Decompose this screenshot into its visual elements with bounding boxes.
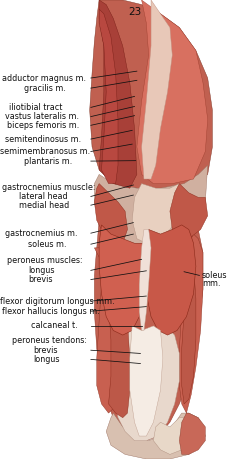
Polygon shape xyxy=(130,326,163,436)
Text: brevis: brevis xyxy=(33,346,58,355)
Polygon shape xyxy=(132,184,184,243)
Text: semimembranosus m.: semimembranosus m. xyxy=(0,147,90,156)
Polygon shape xyxy=(182,248,196,404)
Text: semitendinosus m.: semitendinosus m. xyxy=(5,134,81,144)
Text: medial head: medial head xyxy=(19,201,69,210)
Polygon shape xyxy=(146,225,196,335)
Text: flexor digitorum longus mm.: flexor digitorum longus mm. xyxy=(0,297,115,306)
Text: gracilis m.: gracilis m. xyxy=(24,84,65,93)
Text: peroneus tendons:: peroneus tendons: xyxy=(12,336,87,345)
Text: 23: 23 xyxy=(128,7,141,17)
Text: adductor magnus m.: adductor magnus m. xyxy=(2,73,86,83)
Polygon shape xyxy=(153,418,196,454)
Text: lateral head: lateral head xyxy=(19,192,67,201)
Polygon shape xyxy=(94,248,116,413)
Text: gastrocnemius m.: gastrocnemius m. xyxy=(5,229,77,238)
Text: peroneus muscles:: peroneus muscles: xyxy=(7,256,83,265)
Polygon shape xyxy=(179,413,205,454)
Text: vastus lateralis m.: vastus lateralis m. xyxy=(5,112,79,121)
Polygon shape xyxy=(179,234,203,413)
Polygon shape xyxy=(99,225,149,335)
Polygon shape xyxy=(139,230,151,330)
Text: soleus: soleus xyxy=(202,271,227,280)
Text: mm.: mm. xyxy=(202,279,220,288)
Text: biceps femoris m.: biceps femoris m. xyxy=(7,121,79,130)
Polygon shape xyxy=(170,184,208,239)
Polygon shape xyxy=(90,0,212,188)
Polygon shape xyxy=(142,0,172,179)
Text: flexor hallucis longus m.: flexor hallucis longus m. xyxy=(2,307,100,316)
Polygon shape xyxy=(99,9,118,184)
Text: longus: longus xyxy=(33,355,59,364)
Polygon shape xyxy=(99,248,130,418)
Text: brevis: brevis xyxy=(28,275,53,284)
Polygon shape xyxy=(137,0,208,184)
Text: soleus m.: soleus m. xyxy=(28,240,67,249)
Polygon shape xyxy=(106,413,205,459)
Polygon shape xyxy=(113,326,179,441)
Text: plantaris m.: plantaris m. xyxy=(24,157,72,166)
Polygon shape xyxy=(94,165,208,248)
Text: calcaneal t.: calcaneal t. xyxy=(31,321,77,330)
Text: iliotibial tract: iliotibial tract xyxy=(9,103,63,112)
Text: longus: longus xyxy=(28,266,55,275)
Polygon shape xyxy=(99,0,137,188)
Polygon shape xyxy=(94,184,127,243)
Polygon shape xyxy=(94,220,203,441)
Text: gastrocnemius muscle:: gastrocnemius muscle: xyxy=(2,183,96,192)
